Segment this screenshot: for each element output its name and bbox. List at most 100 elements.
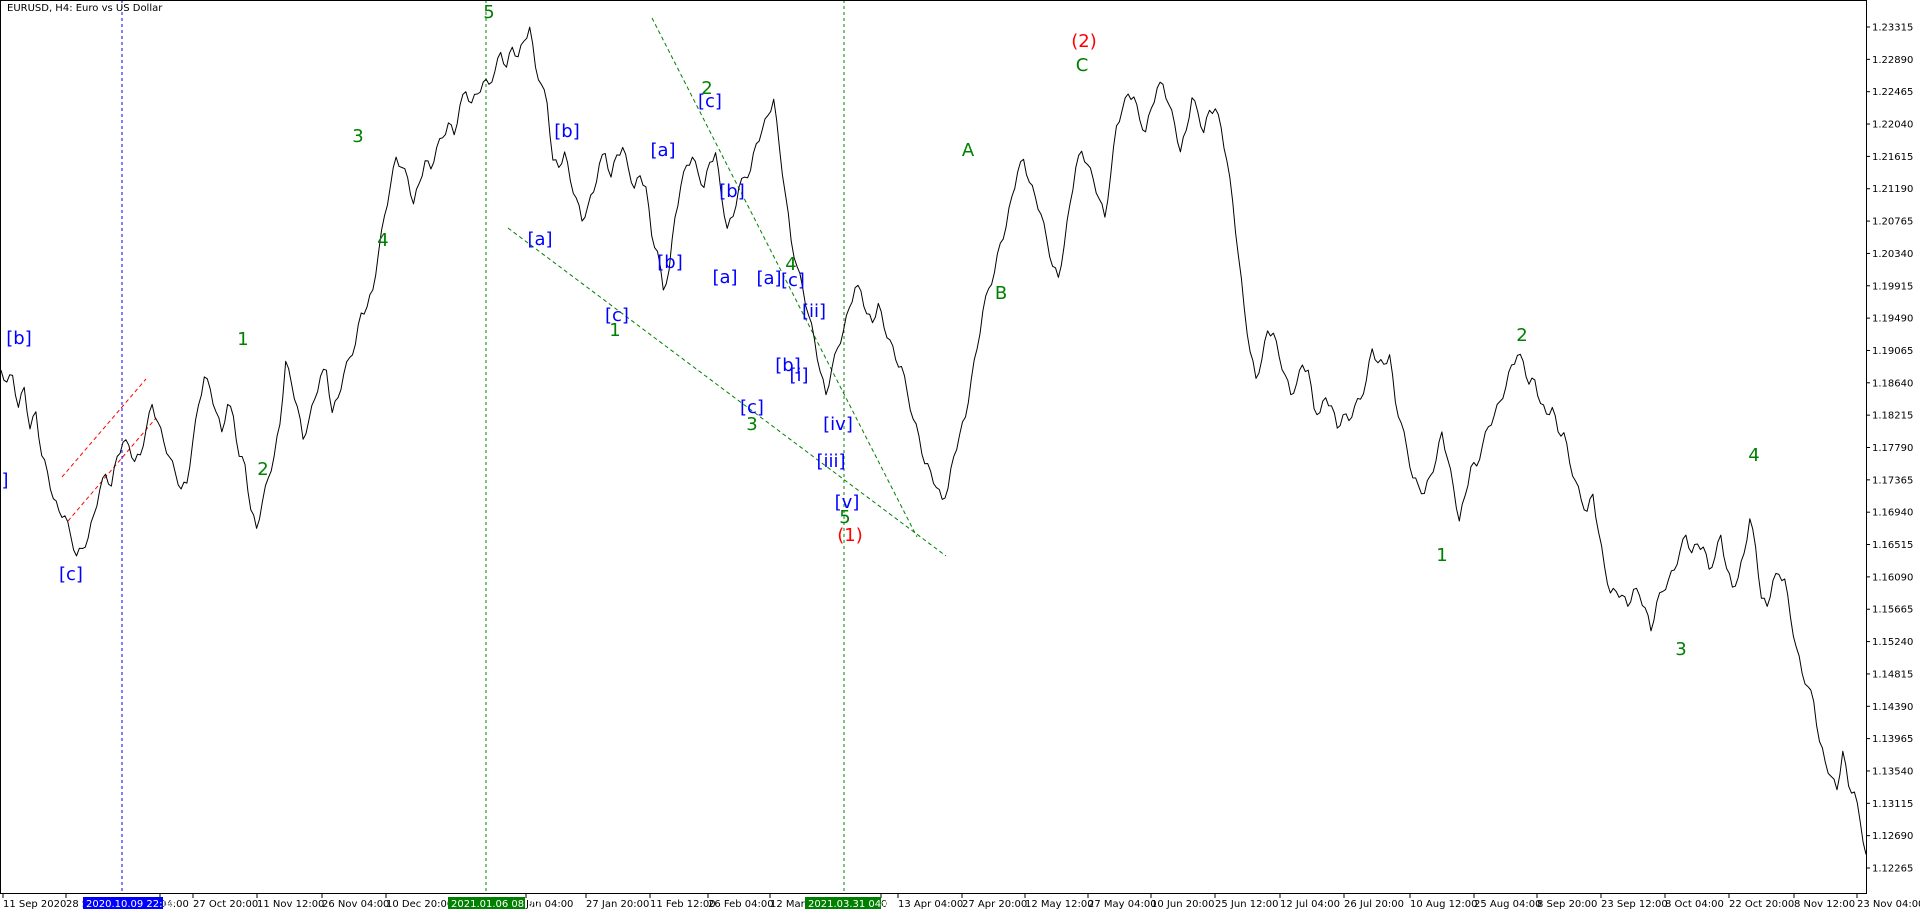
wave-label: 3 (352, 126, 363, 147)
wave-label: 1 (237, 329, 248, 350)
wave-label: [iii] (816, 451, 845, 472)
wave-label: [b] (775, 355, 800, 376)
wave-label: [iv] (823, 414, 853, 435)
price-tick-label: 1.22465 (1872, 87, 1913, 98)
price-tick-label: 1.23315 (1872, 23, 1913, 34)
wave-label: (1) (837, 525, 863, 546)
trendline-lower (507, 227, 947, 557)
price-tick-label: 1.14390 (1872, 702, 1913, 713)
wave-label: [v] (835, 492, 860, 513)
price-tick-label: 1.13540 (1872, 766, 1913, 777)
wave-label: 2 (701, 78, 712, 99)
wave-label: [b] (719, 181, 744, 202)
time-tick-label: 04:00 (160, 899, 189, 910)
price-tick-label: 1.12265 (1872, 864, 1913, 875)
price-tick-label: 1.17790 (1872, 443, 1913, 454)
date-highlight-label: 2021.03.31 04:00 (808, 899, 897, 910)
time-tick-label: 23 Sep 12:00 (1601, 899, 1668, 910)
price-tick-label: 1.19490 (1872, 314, 1913, 325)
wave-label: 2 (1516, 325, 1527, 346)
price-tick-label: 1.15240 (1872, 637, 1913, 648)
price-tick-label: 1.15665 (1872, 605, 1913, 616)
wave-label: [b] (554, 121, 579, 142)
date-highlight-label: 2021.01.06 08:00 (451, 899, 540, 910)
wave-label: [c] (698, 91, 722, 112)
price-tick-label: 1.12690 (1872, 831, 1913, 842)
time-tick-label: 25 Aug 04:00 (1474, 899, 1541, 910)
time-tick-label: 12 Jul 04:00 (1280, 899, 1340, 910)
wave-label: 1 (609, 320, 620, 341)
date-highlight-box (805, 897, 881, 909)
time-tick-label: 26 Jul 20:00 (1344, 899, 1404, 910)
price-tick-label: 1.19065 (1872, 346, 1913, 357)
time-tick-label: 8 Nov 12:00 (1794, 899, 1855, 910)
time-tick-label: 8 Sep 20:00 (1537, 899, 1597, 910)
time-tick-label: 25 Jun 12:00 (1215, 899, 1279, 910)
wave-label: [c] (59, 564, 83, 585)
time-tick-label: 11 Nov 12:00 (257, 899, 324, 910)
trendline-upper (651, 17, 918, 538)
price-tick-label: 1.16940 (1872, 508, 1913, 519)
wave-label: 3 (1675, 639, 1686, 660)
time-tick-label: 23 Nov 04:00 (1857, 899, 1920, 910)
price-tick-label: 1.19915 (1872, 281, 1913, 292)
wave-label: 5 (839, 507, 850, 528)
time-tick-label: 0 (881, 899, 887, 910)
time-tick-label: 11 Feb 12:00 (650, 899, 716, 910)
wave-label: [c] (781, 270, 805, 291)
time-tick-label: 26 Nov 04:00 (322, 899, 389, 910)
wave-label: 2 (257, 459, 268, 480)
price-axis: 1.23315 1.22890 1.22465 1.22040 1.21615 1.211… (1866, 23, 1913, 875)
wave-label: 4 (377, 230, 388, 251)
wave-label: [c] (605, 305, 629, 326)
time-tick-label: 13 Apr 04:00 (898, 899, 963, 910)
time-tick-label: 22 Oct 20:00 (1729, 899, 1794, 910)
date-highlight-box (448, 897, 525, 909)
price-line (0, 26, 1867, 855)
price-tick-label: 1.20765 (1872, 217, 1913, 228)
price-tick-label: 1.13965 (1872, 734, 1913, 745)
time-tick-label: 12 May 12:00 (1025, 899, 1094, 910)
wave-label: (2) (1071, 31, 1097, 52)
time-tick-label: 27 Oct 20:00 (193, 899, 258, 910)
wave-label: ] (1, 470, 8, 491)
wave-label: [a] (712, 267, 737, 288)
date-highlight-label: 2020.10.09 22:00 (86, 899, 175, 910)
wave-label: [b] (6, 328, 31, 349)
wave-label: 5 (483, 2, 494, 23)
time-tick-label: 27 Apr 20:00 (962, 899, 1027, 910)
price-tick-label: 1.22890 (1872, 55, 1913, 66)
wave-label: C (1076, 55, 1089, 76)
time-tick-label: 11 Sep 2020 (3, 899, 66, 910)
price-tick-label: 1.16090 (1872, 572, 1913, 583)
price-tick-label: 1.22040 (1872, 120, 1913, 131)
date-highlight-box (83, 897, 163, 909)
price-tick-label: 1.17365 (1872, 475, 1913, 486)
price-tick-label: 1.21190 (1872, 184, 1913, 195)
wave-label: 1 (1436, 545, 1447, 566)
price-tick-label: 1.20340 (1872, 249, 1913, 260)
time-tick-label: 26 Feb 04:00 (708, 899, 774, 910)
channel-line-upper (61, 378, 147, 478)
wave-label: 4 (785, 254, 796, 275)
wave-label: [b] (657, 252, 682, 273)
price-tick-label: 1.13115 (1872, 799, 1913, 810)
wave-label: [a] (756, 268, 781, 289)
wave-label: 3 (746, 414, 757, 435)
price-tick-label: 1.18215 (1872, 411, 1913, 422)
channel-line-lower (67, 417, 157, 522)
wave-label: [a] (650, 140, 675, 161)
wave-labels: [b]][c]12345[a][b][c]1[a][b]2[c][b][a][c… (1, 2, 1759, 660)
time-tick-label: 12 Mar 2 (770, 899, 814, 910)
time-tick-label: 28 S (66, 899, 88, 910)
wave-label: B (995, 283, 1007, 304)
wave-label: 4 (1748, 445, 1759, 466)
wave-label: [a] (527, 229, 552, 250)
wave-label: A (962, 140, 975, 161)
wave-label: [ii] (802, 301, 826, 322)
time-tick-label: 8 Oct 04:00 (1665, 899, 1724, 910)
